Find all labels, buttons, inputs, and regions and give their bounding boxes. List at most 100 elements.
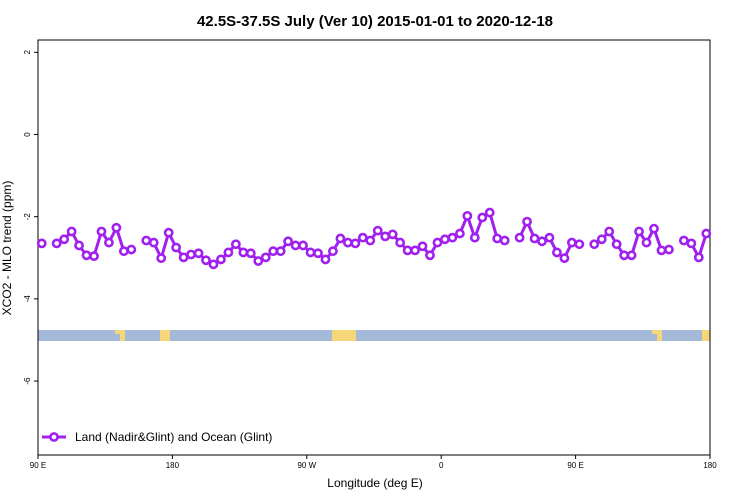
- data-point: [522, 216, 532, 227]
- data-point: [544, 232, 555, 243]
- data-point: [596, 234, 607, 245]
- legend-marker: [49, 432, 59, 442]
- land-patch: [115, 330, 125, 334]
- y-tick-label: -4: [23, 295, 32, 303]
- data-point: [126, 244, 137, 255]
- data-point: [701, 228, 712, 239]
- data-point: [402, 245, 413, 256]
- data-point: [641, 237, 652, 248]
- data-point: [148, 237, 159, 248]
- data-point: [432, 237, 443, 248]
- data-point: [552, 247, 562, 258]
- data-point: [514, 232, 525, 243]
- data-point: [678, 235, 689, 246]
- x-tick-label: 90 W: [297, 461, 316, 470]
- x-tick-label: 90 E: [30, 461, 46, 470]
- y-axis-label: XCO2 - MLO trend (ppm): [0, 181, 14, 316]
- data-point: [574, 239, 585, 250]
- data-point: [111, 222, 122, 233]
- land-patch: [160, 330, 170, 341]
- data-point: [410, 245, 420, 256]
- data-point: [492, 233, 503, 244]
- data-point: [462, 210, 473, 221]
- data-point: [664, 244, 674, 255]
- data-point: [440, 234, 450, 245]
- data-point: [469, 232, 480, 243]
- data-point: [365, 235, 376, 246]
- land-patch: [332, 330, 356, 341]
- surface-strip: [38, 330, 710, 341]
- data-point: [156, 253, 167, 264]
- land-patch: [652, 330, 662, 334]
- data-point: [454, 228, 465, 239]
- data-point: [589, 239, 600, 250]
- data-point: [171, 242, 182, 253]
- data-point: [81, 250, 92, 261]
- y-tick-label: 2: [23, 50, 32, 55]
- data-point: [693, 252, 704, 263]
- data-point: [649, 223, 659, 234]
- data-point: [59, 234, 70, 245]
- data-point: [283, 236, 294, 247]
- y-tick-label: -6: [23, 377, 32, 385]
- data-point: [298, 240, 308, 251]
- data-point: [484, 207, 495, 218]
- data-point: [118, 246, 129, 257]
- data-point: [74, 240, 84, 251]
- plot-frame: [37, 39, 711, 456]
- data-point: [342, 237, 353, 248]
- data-point: [328, 246, 338, 257]
- data-point: [529, 233, 540, 244]
- data-point: [626, 250, 637, 261]
- x-tick-label: 180: [703, 461, 717, 470]
- data-point: [619, 250, 630, 261]
- data-point: [141, 235, 152, 246]
- data-point: [186, 249, 196, 260]
- data-point: [208, 259, 219, 270]
- data-point: [611, 239, 622, 250]
- data-point: [163, 227, 174, 238]
- data-point: [559, 253, 570, 264]
- data-point: [290, 240, 301, 251]
- data-point: [686, 238, 697, 249]
- data-point: [275, 246, 286, 257]
- data-point: [230, 239, 241, 250]
- data-point: [260, 252, 271, 263]
- data-point: [387, 229, 398, 240]
- data-point: [537, 236, 547, 247]
- land-patch: [657, 334, 662, 341]
- data-point: [96, 226, 107, 237]
- x-tick-label: 90 E: [567, 461, 583, 470]
- data-point: [66, 226, 77, 237]
- data-point: [238, 247, 249, 258]
- data-point: [305, 247, 316, 258]
- y-tick-label: 0: [23, 132, 32, 137]
- data-point: [447, 232, 458, 243]
- legend-label: Land (Nadir&Glint) and Ocean (Glint): [75, 430, 272, 444]
- data-point: [245, 248, 256, 259]
- x-tick-label: 180: [166, 461, 180, 470]
- x-axis-label: Longitude (deg E): [327, 476, 422, 490]
- data-point: [656, 245, 667, 256]
- data-point: [380, 231, 391, 242]
- data-point: [395, 237, 406, 248]
- land-patch: [120, 334, 125, 341]
- data-point: [268, 246, 279, 257]
- data-point: [193, 248, 204, 259]
- data-point: [313, 248, 323, 259]
- data-point: [417, 241, 428, 252]
- data-point: [372, 225, 383, 236]
- data-point: [477, 212, 488, 223]
- data-point: [566, 237, 577, 248]
- data-point: [335, 233, 346, 244]
- land-patch: [702, 330, 710, 341]
- data-point: [223, 247, 234, 258]
- data-point: [253, 256, 264, 266]
- data-point: [634, 226, 644, 237]
- data-point: [51, 238, 62, 249]
- x-tick-label: 0: [439, 461, 444, 470]
- data-point: [357, 232, 368, 243]
- data-point: [604, 226, 615, 237]
